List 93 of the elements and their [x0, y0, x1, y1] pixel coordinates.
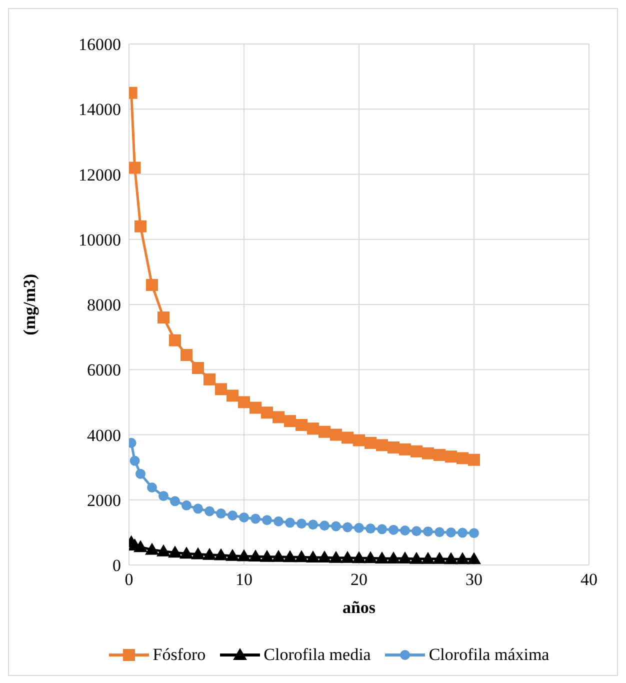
x-tick-label: 0 [124, 570, 134, 590]
point [130, 456, 140, 466]
y-tick-label: 2000 [87, 490, 121, 510]
point [193, 504, 203, 514]
point [320, 520, 330, 531]
y-tick-label: 10000 [78, 230, 121, 250]
point [228, 510, 238, 521]
point [377, 524, 387, 534]
y-tick-label: 8000 [87, 296, 121, 315]
point [136, 468, 146, 479]
point [238, 396, 250, 408]
point [294, 550, 308, 562]
point [192, 362, 204, 374]
point [248, 550, 262, 562]
point [352, 551, 366, 564]
x-tick-label: 20 [350, 570, 368, 590]
point [386, 551, 400, 564]
legend-label: Clorofila máxima [428, 645, 550, 665]
point [239, 512, 249, 522]
point [354, 522, 364, 533]
point [262, 515, 272, 526]
point [412, 526, 422, 536]
x-tick-label: 40 [580, 570, 598, 590]
point [458, 528, 468, 538]
point [400, 525, 410, 536]
y-tick-label: 6000 [87, 360, 121, 380]
point [272, 550, 286, 562]
point [129, 162, 141, 174]
point [147, 482, 157, 492]
point [329, 550, 343, 563]
y-tick-label: 16000 [78, 35, 121, 54]
point [331, 521, 341, 532]
point [456, 552, 470, 564]
point [145, 542, 159, 555]
point [250, 514, 260, 524]
point [434, 527, 444, 538]
point [168, 546, 182, 558]
point [432, 552, 446, 564]
point [446, 527, 456, 538]
x-axis-title: años [342, 598, 376, 617]
y-tick-label: 12000 [78, 165, 121, 184]
point [364, 551, 378, 564]
point [467, 552, 481, 564]
point [169, 334, 181, 346]
point [191, 547, 205, 560]
point [156, 544, 170, 556]
point [283, 550, 297, 562]
point [410, 552, 424, 564]
point [342, 522, 352, 532]
point [180, 348, 192, 361]
point [318, 550, 332, 563]
y-axis-title: (mg/m3) [20, 274, 40, 336]
point [180, 546, 194, 559]
point [226, 548, 240, 561]
point [214, 548, 228, 560]
point [375, 551, 389, 564]
y-tick-label: 0 [112, 556, 121, 576]
y-tick-label: 4000 [87, 426, 121, 445]
point [398, 551, 412, 564]
point [216, 508, 226, 519]
point [250, 402, 262, 414]
point [296, 518, 306, 529]
point [388, 524, 398, 535]
point [204, 373, 216, 386]
point [237, 549, 251, 562]
point [158, 312, 170, 324]
point [444, 552, 458, 564]
point [158, 490, 168, 501]
legend-label: Clorofila media [264, 645, 371, 665]
point [226, 390, 238, 402]
point [469, 528, 479, 538]
point [204, 506, 214, 516]
point [146, 278, 158, 291]
point [308, 520, 318, 530]
point [134, 540, 148, 552]
point [215, 383, 227, 396]
x-tick-label: 30 [466, 570, 482, 590]
legend-label: Fósforo [152, 645, 206, 665]
point [366, 524, 376, 534]
point [274, 516, 284, 526]
point [170, 496, 180, 506]
point [421, 552, 435, 564]
point [260, 550, 274, 562]
point [202, 548, 216, 560]
point [468, 454, 480, 466]
point [285, 518, 295, 528]
point [423, 526, 433, 536]
point [134, 220, 146, 232]
x-tick-label: 10 [236, 570, 252, 590]
point [340, 550, 354, 563]
point [182, 500, 192, 510]
point [306, 550, 320, 563]
y-tick-label: 14000 [78, 100, 121, 120]
